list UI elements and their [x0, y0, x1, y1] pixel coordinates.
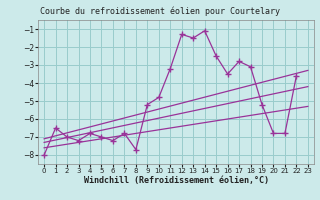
Text: Courbe du refroidissement éolien pour Courtelary: Courbe du refroidissement éolien pour Co… — [40, 6, 280, 16]
X-axis label: Windchill (Refroidissement éolien,°C): Windchill (Refroidissement éolien,°C) — [84, 176, 268, 185]
